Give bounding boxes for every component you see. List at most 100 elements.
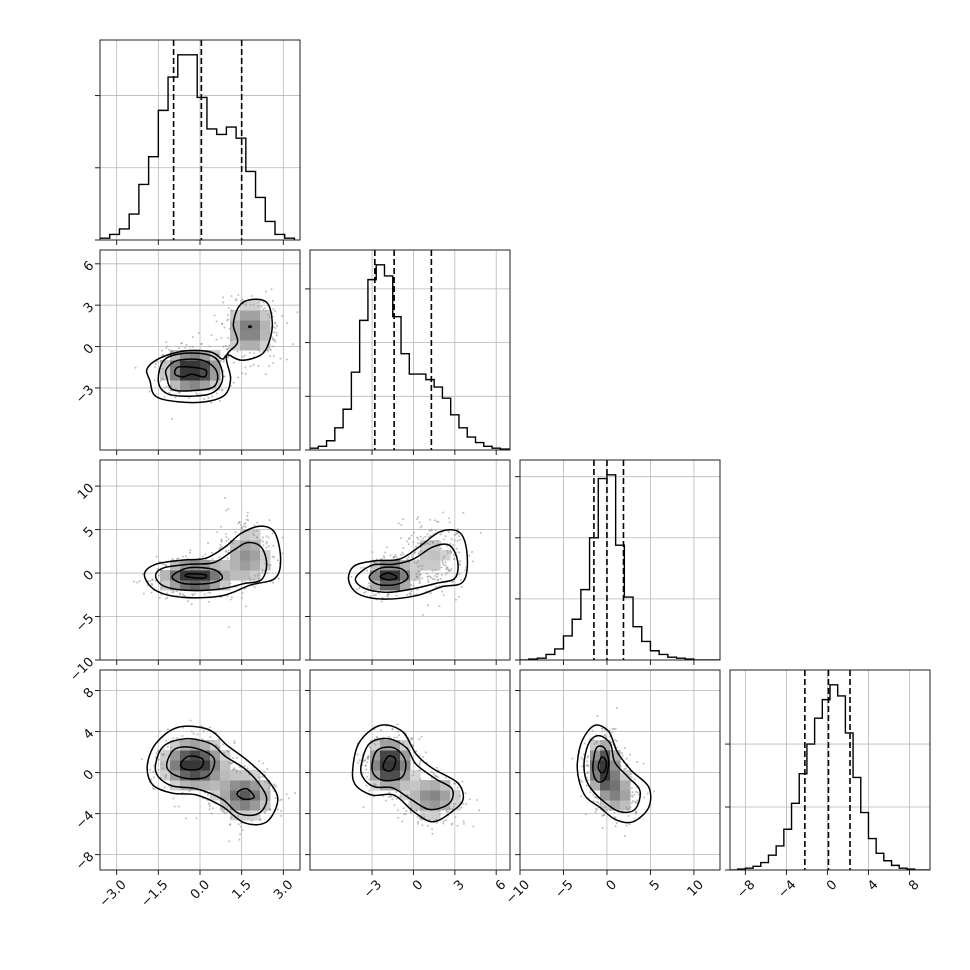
sample-point (441, 560, 444, 563)
sample-point (450, 568, 453, 571)
density-cell (250, 530, 261, 541)
sample-point (393, 736, 396, 739)
sample-point (154, 365, 157, 368)
sample-point (207, 591, 210, 594)
ytick-label-1-3: 6 (81, 258, 97, 274)
sample-point (608, 735, 611, 738)
sample-point (191, 593, 194, 596)
sample-point (418, 769, 421, 772)
density-cell (230, 800, 241, 811)
density-cell (240, 340, 251, 351)
sample-point (415, 810, 418, 813)
density-cell (400, 560, 411, 571)
density-cell (170, 570, 181, 581)
density-cell (190, 350, 201, 361)
ytick-label-3-1: −4 (73, 808, 97, 832)
sample-point (253, 524, 256, 527)
sample-point (231, 542, 234, 545)
sample-point (604, 806, 607, 809)
sample-point (247, 519, 250, 522)
sample-point (220, 545, 223, 548)
sample-point (161, 378, 164, 381)
sample-point (418, 764, 421, 767)
sample-point (238, 766, 241, 769)
sample-point (155, 752, 158, 755)
density-cell (610, 790, 621, 801)
sample-point (429, 575, 432, 578)
sample-point (446, 552, 449, 555)
sample-point (172, 737, 175, 740)
sample-point (169, 389, 172, 392)
density-cell (430, 540, 441, 551)
sample-point (363, 566, 366, 569)
sample-point (583, 742, 586, 745)
sample-point (366, 757, 369, 760)
sample-point (364, 764, 367, 767)
sample-point (365, 768, 368, 771)
sample-point (225, 539, 228, 542)
sample-point (410, 737, 413, 740)
density-cell (260, 560, 271, 571)
sample-point (624, 746, 627, 749)
sample-point (389, 795, 392, 798)
contour-3-0-4 (236, 787, 255, 801)
density-cell (220, 780, 231, 791)
sample-point (258, 776, 261, 779)
sample-point (369, 586, 372, 589)
sample-point (257, 349, 260, 352)
sample-point (250, 819, 253, 822)
sample-point (471, 560, 474, 563)
scatter-3-0-content (100, 670, 300, 870)
sample-point (200, 725, 203, 728)
sample-point (479, 531, 482, 534)
sample-point (249, 579, 252, 582)
sample-point (133, 580, 136, 583)
sample-point (202, 730, 205, 733)
sample-point (164, 564, 167, 567)
density-cell (620, 800, 631, 811)
sample-point (228, 327, 231, 330)
sample-point (447, 531, 450, 534)
sample-point (402, 553, 405, 556)
sample-point (210, 334, 213, 337)
sample-point (579, 779, 582, 782)
sample-point (168, 391, 171, 394)
sample-point (616, 707, 619, 710)
sample-point (386, 546, 389, 549)
sample-point (226, 750, 229, 753)
sample-point (273, 783, 276, 786)
sample-point (605, 736, 608, 739)
sample-point (464, 569, 467, 572)
density-cell (400, 780, 411, 791)
sample-point (165, 347, 168, 350)
sample-point (601, 727, 604, 730)
sample-point (158, 730, 161, 733)
sample-point (445, 566, 448, 569)
hist-panel-1 (305, 249, 511, 451)
sample-point (424, 535, 427, 538)
sample-point (418, 552, 421, 555)
sample-point (402, 518, 405, 521)
sample-point (244, 605, 247, 608)
sample-point (395, 594, 398, 597)
sample-point (440, 573, 443, 576)
sample-point (230, 338, 233, 341)
sample-point (193, 592, 196, 595)
sample-point (265, 809, 268, 812)
sample-point (399, 553, 402, 556)
density-cell (430, 560, 441, 571)
sample-point (419, 550, 422, 553)
sample-point (220, 336, 223, 339)
density-cell (440, 790, 451, 801)
sample-point (634, 812, 637, 815)
sample-point (169, 384, 172, 387)
contour-2-0-1 (154, 541, 268, 592)
sample-point (274, 310, 277, 313)
density-cell (420, 550, 431, 561)
sample-point (447, 517, 450, 520)
sample-point (593, 800, 596, 803)
sample-point (151, 583, 154, 586)
sample-point (235, 299, 238, 302)
density-cell (240, 800, 251, 811)
sample-point (400, 537, 403, 540)
